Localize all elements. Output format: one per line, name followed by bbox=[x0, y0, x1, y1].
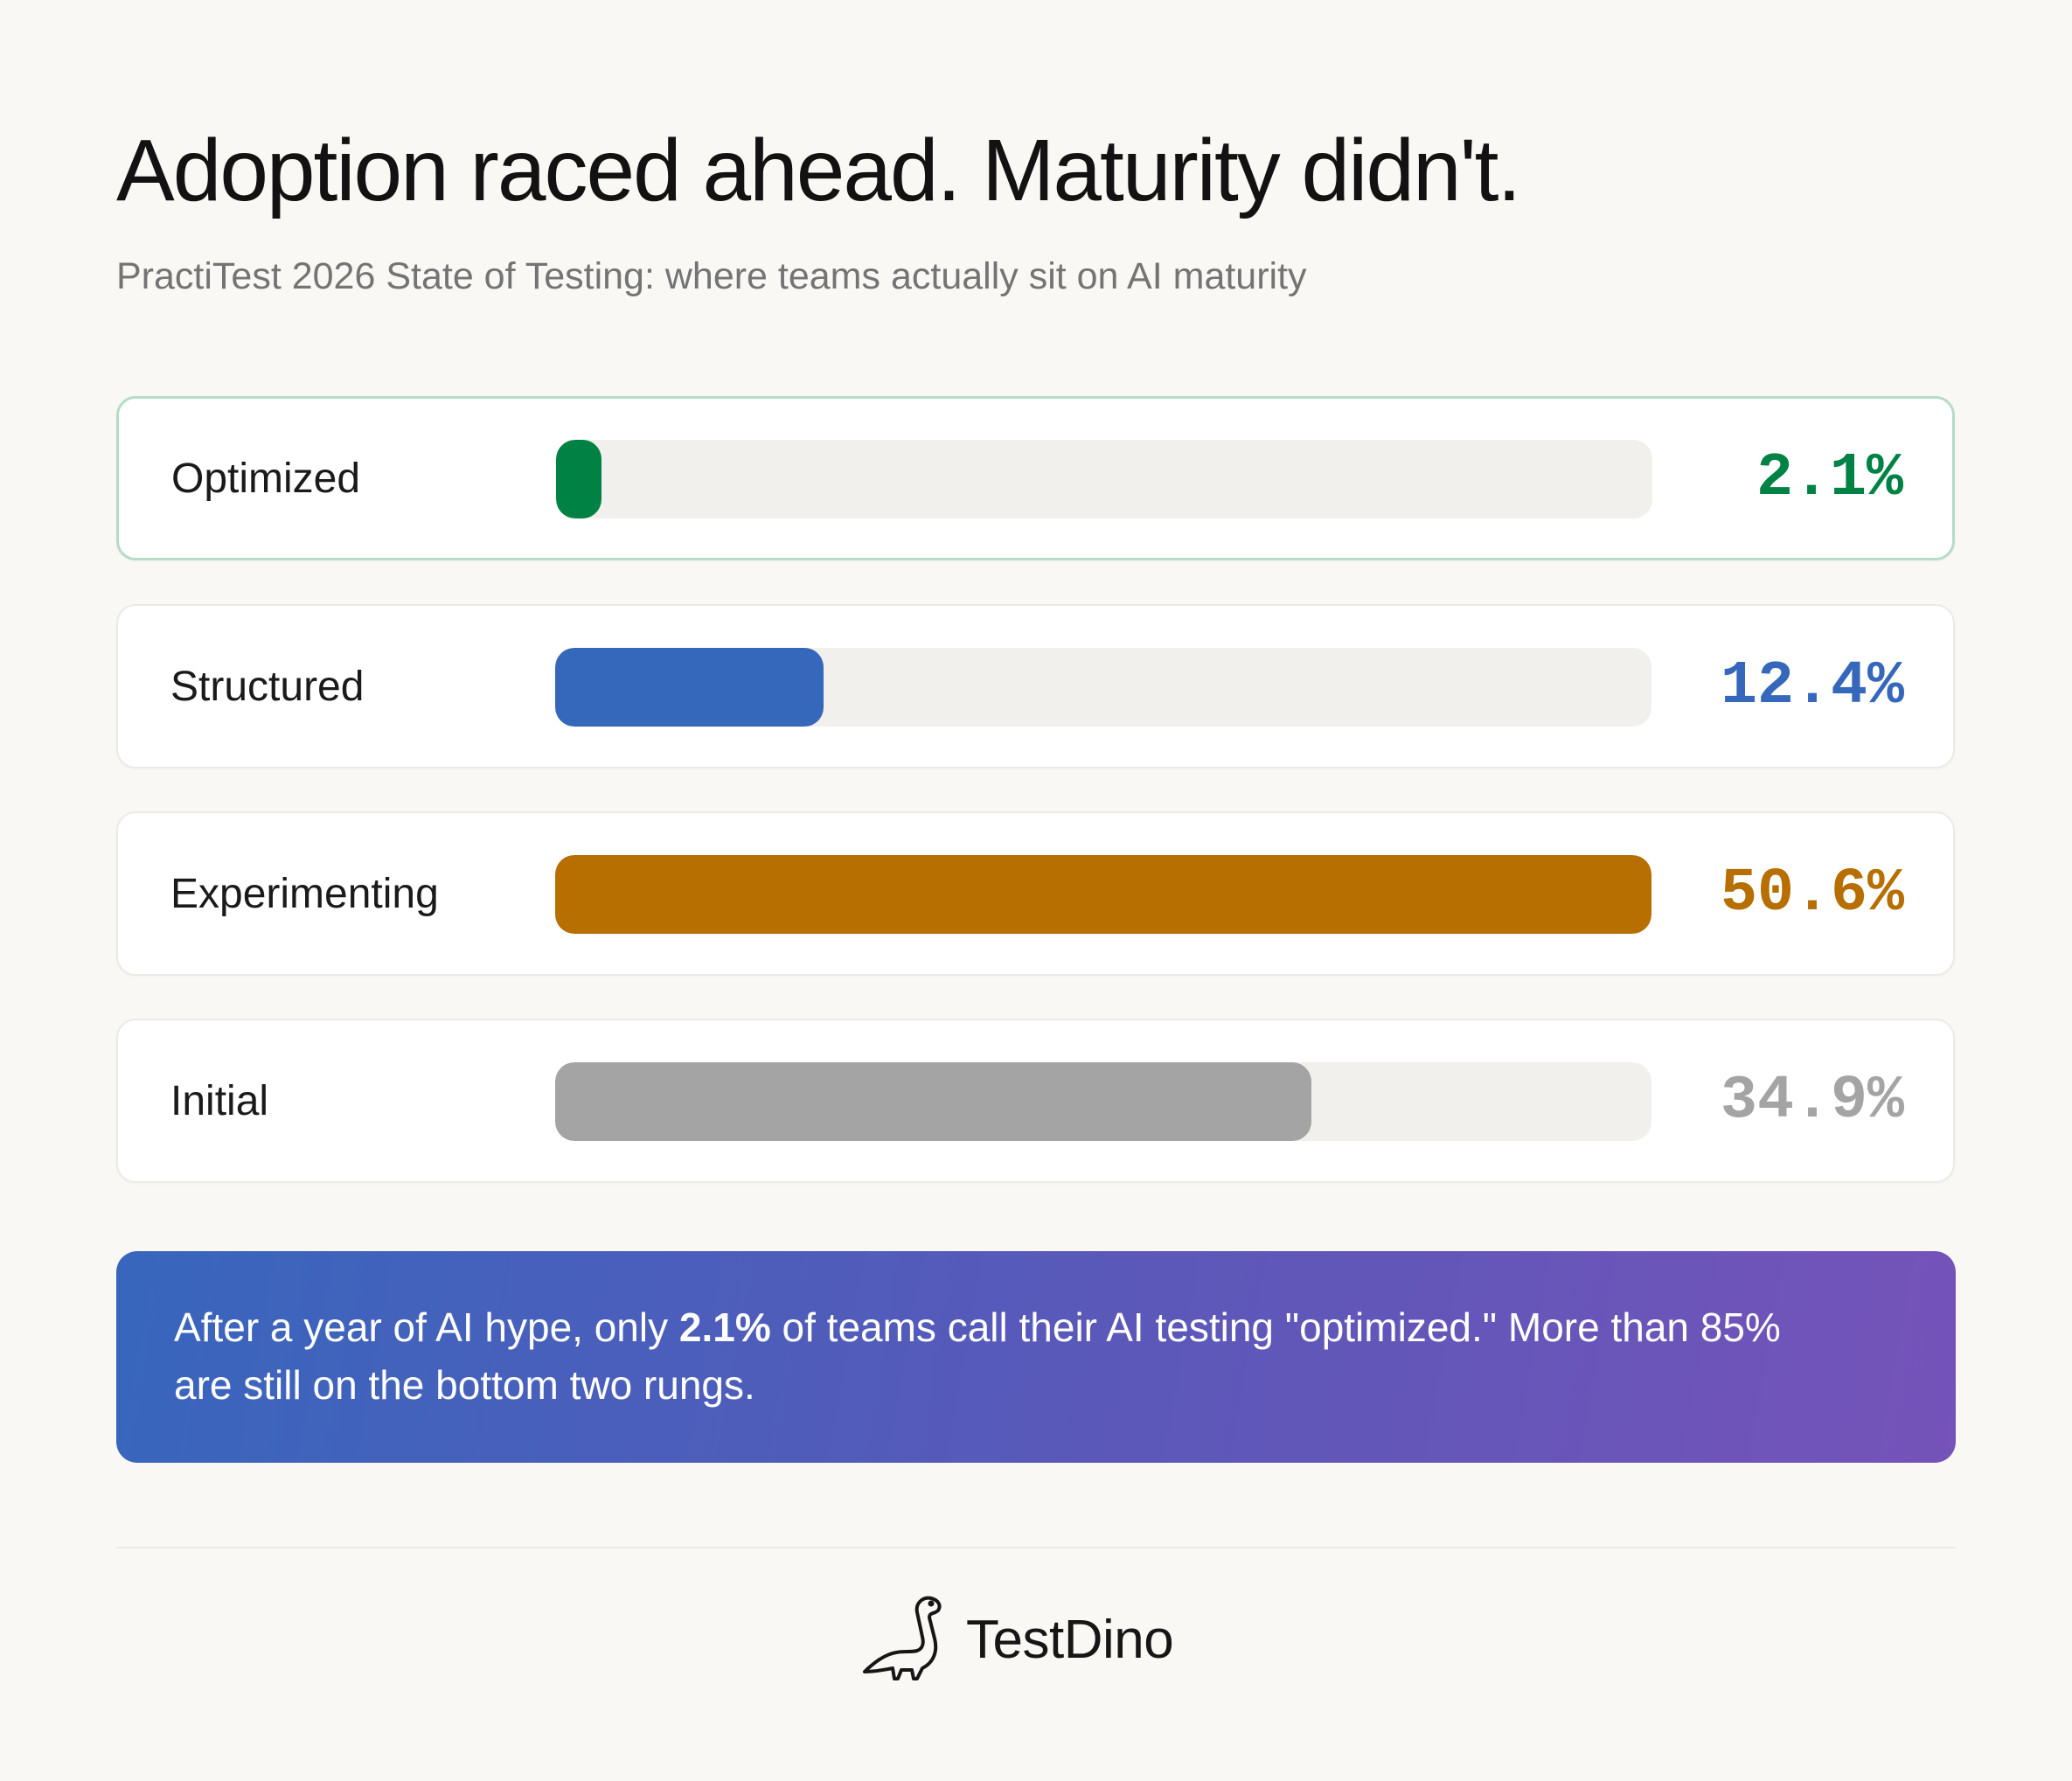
bar-row-structured: Structured 12.4% bbox=[116, 604, 1955, 769]
callout-text-post: of teams call their AI testing "optimize… bbox=[174, 1304, 1781, 1408]
bar-experimenting bbox=[555, 855, 1651, 934]
bar-label: Experimenting bbox=[170, 870, 439, 917]
bar-value-label: 34.9% bbox=[1720, 1066, 1904, 1136]
bar-value-label: 2.1% bbox=[1756, 443, 1903, 513]
callout-emphasis: 2.1% bbox=[678, 1304, 771, 1350]
bar-structured bbox=[555, 648, 824, 727]
bar-initial bbox=[555, 1062, 1311, 1141]
footer-divider bbox=[116, 1547, 1956, 1548]
bar-label: Structured bbox=[170, 663, 365, 710]
bar-row-initial: Initial 34.9% bbox=[116, 1019, 1955, 1183]
bar-label: Initial bbox=[170, 1077, 269, 1124]
insight-callout: After a year of AI hype, only 2.1% of te… bbox=[116, 1251, 1956, 1463]
bar-row-experimenting: Experimenting 50.6% bbox=[116, 811, 1955, 976]
bar-track bbox=[556, 440, 1652, 518]
bar-optimized bbox=[556, 440, 602, 518]
dinosaur-icon bbox=[861, 1593, 952, 1687]
bar-value-label: 12.4% bbox=[1720, 651, 1904, 721]
bar-label: Optimized bbox=[171, 455, 361, 502]
page-title: Adoption raced ahead. Maturity didn't. bbox=[116, 122, 1521, 219]
callout-text-pre: After a year of AI hype, only bbox=[174, 1304, 679, 1350]
bar-track bbox=[555, 855, 1651, 934]
bar-track bbox=[555, 1062, 1651, 1141]
bar-track bbox=[555, 648, 1651, 727]
page-subtitle: PractiTest 2026 State of Testing: where … bbox=[116, 255, 1307, 297]
bar-value-label: 50.6% bbox=[1720, 859, 1904, 929]
footer-logo: TestDino bbox=[861, 1591, 1174, 1687]
bar-row-optimized: Optimized 2.1% bbox=[116, 396, 1955, 560]
brand-name: TestDino bbox=[966, 1609, 1174, 1670]
